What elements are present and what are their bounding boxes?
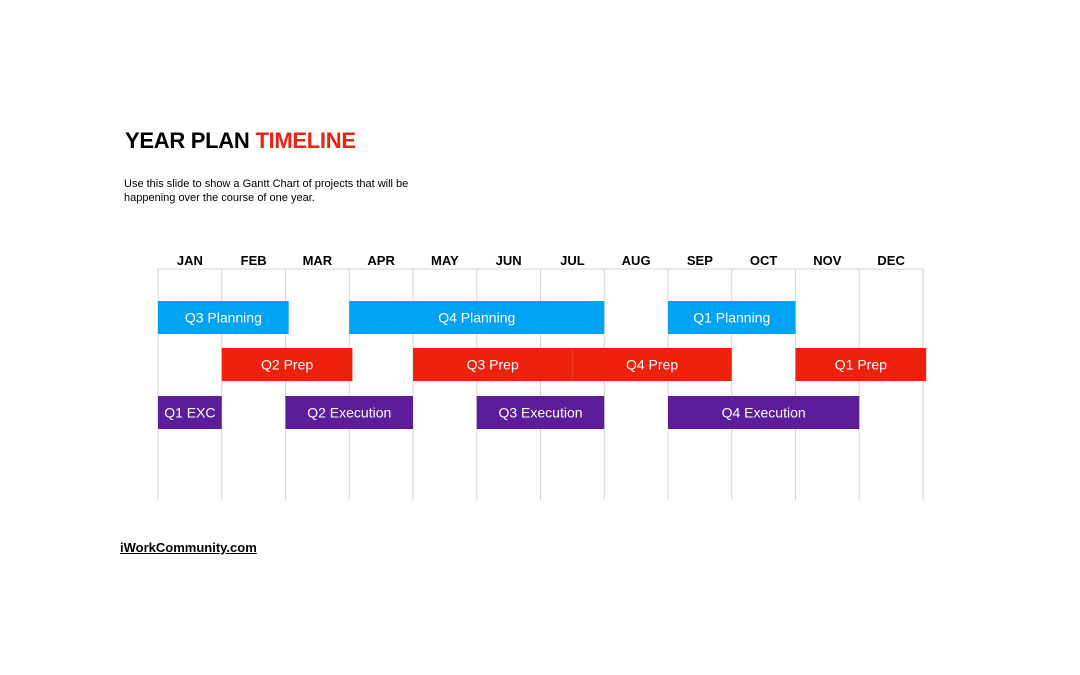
bar-label-q4-execution: Q4 Execution (722, 405, 806, 421)
month-label-nov: NOV (813, 253, 842, 268)
title-accent: TIMELINE (255, 128, 356, 153)
month-label-jul: JUL (560, 253, 585, 268)
month-label-mar: MAR (303, 253, 333, 268)
bar-label-q3-planning: Q3 Planning (185, 310, 262, 326)
bar-label-q1-exc: Q1 EXC (164, 405, 215, 421)
bar-q4-execution (668, 396, 860, 429)
month-label-jan: JAN (177, 253, 203, 268)
slide-subtitle: Use this slide to show a Gantt Chart of … (124, 178, 409, 204)
bar-label-q4-prep: Q4 Prep (626, 357, 678, 373)
bar-q1-planning (668, 301, 796, 334)
bar-q2-prep (221, 348, 353, 381)
bar-label-q2-prep: Q2 Prep (261, 357, 313, 373)
month-label-feb: FEB (241, 253, 267, 268)
bar-q2-execution (285, 396, 413, 429)
bar-q3-execution (476, 396, 605, 429)
month-label-may: MAY (431, 253, 459, 268)
month-label-apr: APR (367, 253, 395, 268)
bar-label-q3-prep: Q3 Prep (467, 357, 519, 373)
month-label-jun: JUN (496, 253, 522, 268)
bar-q1-exc (158, 396, 222, 429)
bar-label-q1-planning: Q1 Planning (693, 310, 770, 326)
month-label-oct: OCT (750, 253, 778, 268)
bar-label-q4-planning: Q4 Planning (438, 310, 515, 326)
bar-label-q3-execution: Q3 Execution (498, 405, 582, 421)
bar-label-q2-execution: Q2 Execution (307, 405, 391, 421)
bar-q4-planning (349, 301, 605, 334)
bar-q3-planning (158, 301, 289, 334)
bar-q3-prep (413, 348, 573, 381)
bar-q1-prep (795, 348, 927, 381)
bar-q4-prep (572, 348, 732, 381)
month-label-aug: AUG (622, 253, 651, 268)
slide-title: YEAR PLAN TIMELINE (125, 128, 356, 154)
bar-label-q1-prep: Q1 Prep (835, 357, 887, 373)
month-label-sep: SEP (687, 253, 713, 268)
title-main: YEAR PLAN (125, 128, 250, 153)
footer-link[interactable]: iWorkCommunity.com (120, 540, 257, 555)
month-label-dec: DEC (877, 253, 905, 268)
